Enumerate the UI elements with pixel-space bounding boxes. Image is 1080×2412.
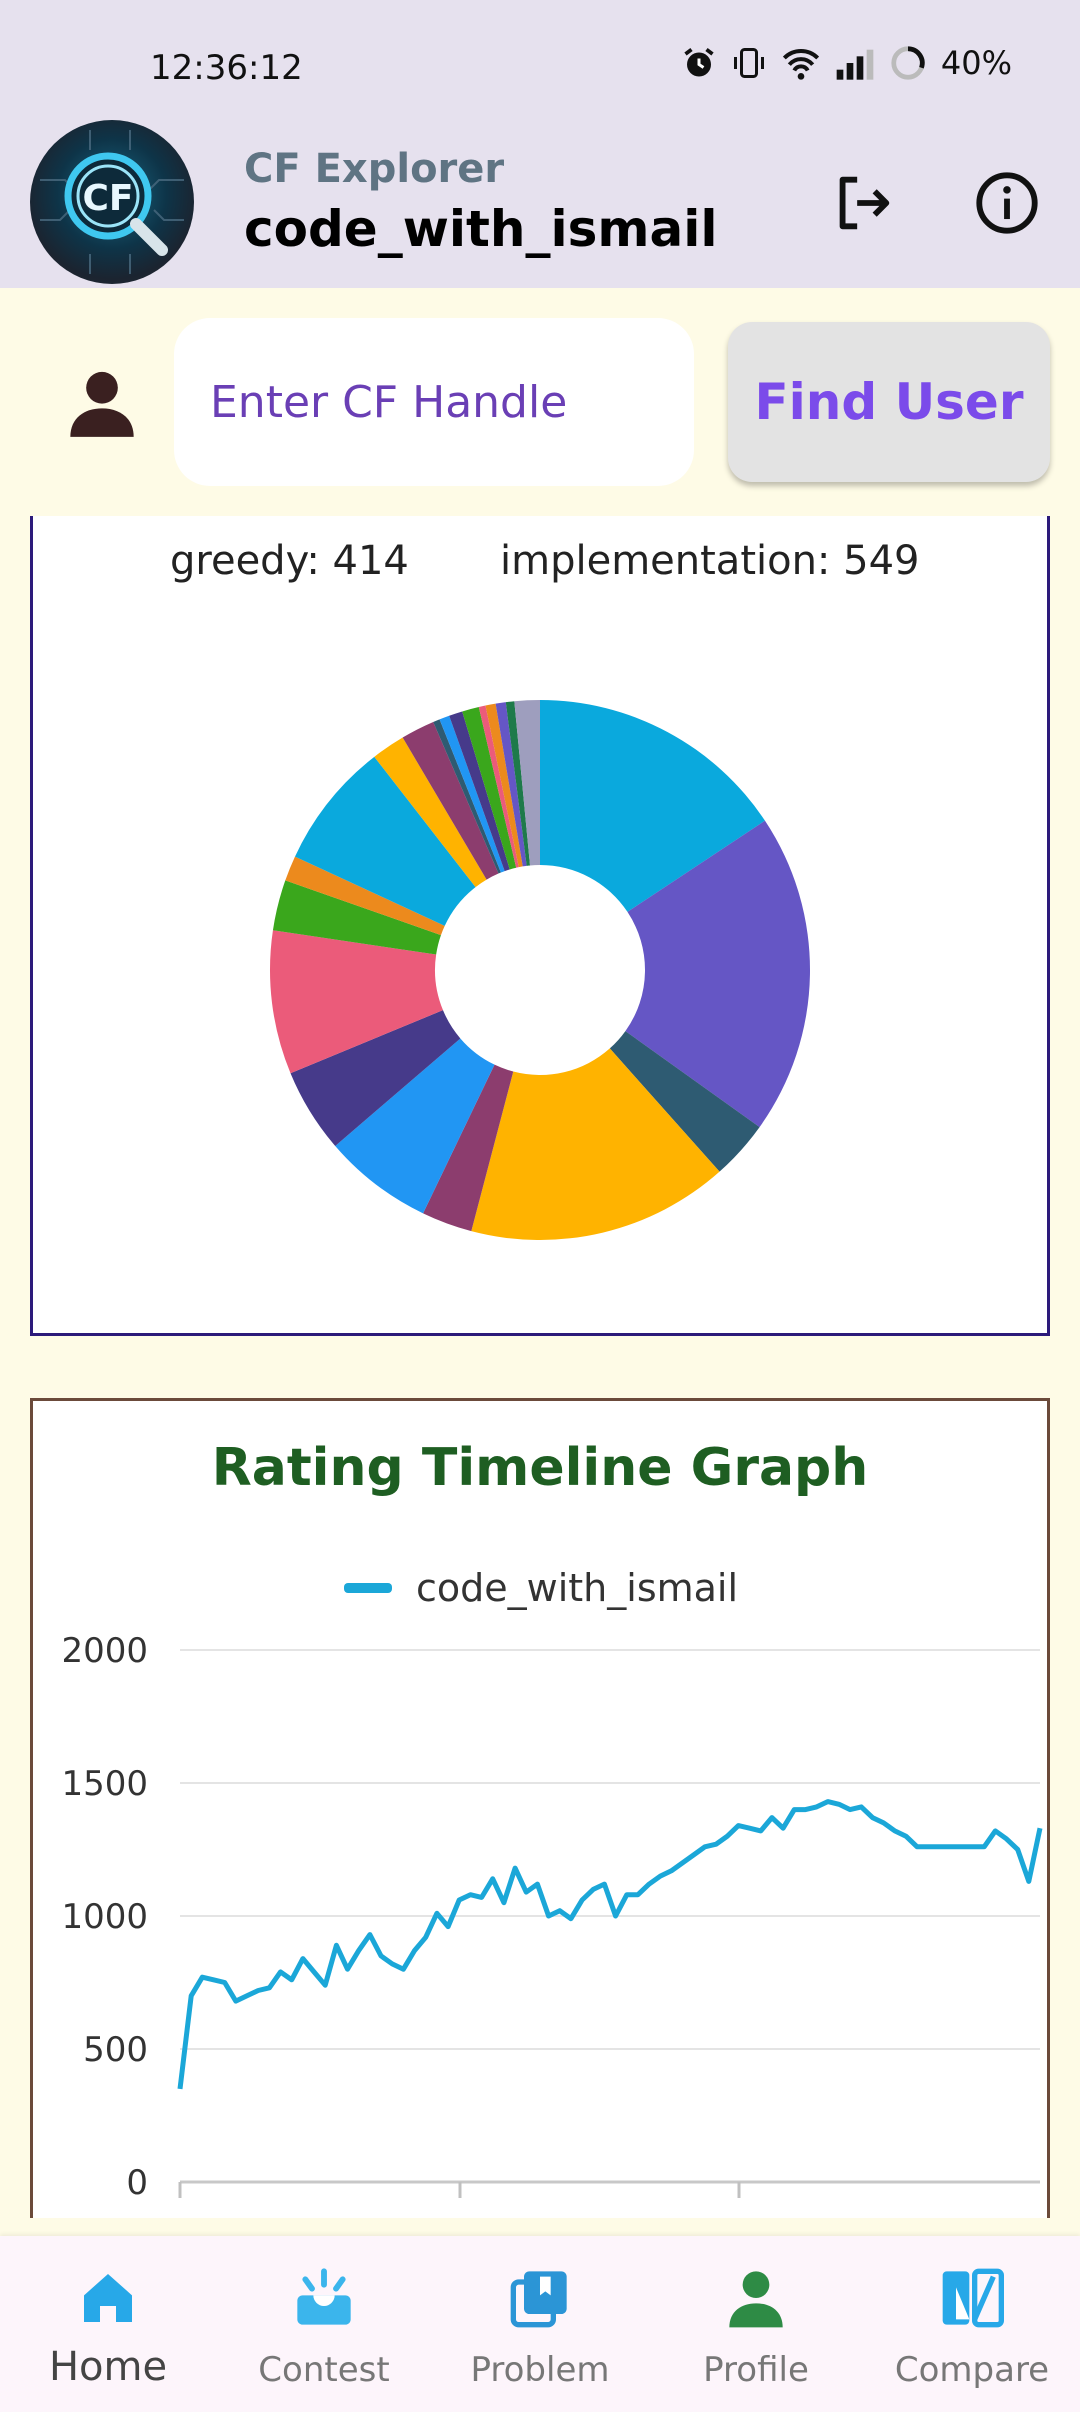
rating-timeline-card	[30, 1398, 1050, 2218]
status-bar	[0, 0, 1080, 136]
home-icon	[84, 2274, 132, 2322]
status-icons: 40%	[681, 44, 1012, 82]
alarm-icon	[684, 48, 714, 77]
pie-slice-0	[540, 700, 765, 912]
pie-slice-8	[272, 880, 441, 955]
pie-slice-12	[402, 722, 499, 880]
pie-slice-1	[625, 820, 810, 1128]
problem-icon	[510, 2271, 567, 2328]
info-button[interactable]	[972, 168, 1042, 238]
nav-compare-label: Compare	[894, 2350, 1050, 2390]
nav-profile[interactable]: Profile	[648, 2236, 864, 2412]
battery-percent: 40%	[940, 44, 1012, 82]
pie-slice-2	[609, 1031, 760, 1172]
nav-problem[interactable]: Problem	[432, 2236, 648, 2412]
info-icon	[976, 172, 1038, 234]
pie-slice-15	[449, 711, 510, 872]
status-time: 12:36:12	[150, 48, 303, 88]
signal-icon	[836, 49, 874, 80]
y-tick-label: 500	[83, 2030, 148, 2070]
nav-home[interactable]: Home	[0, 2236, 216, 2412]
person-icon	[70, 371, 134, 437]
pie-slice-4	[423, 1064, 514, 1232]
logout-icon	[839, 176, 890, 230]
profile-icon	[729, 2271, 783, 2328]
pie-slice-21	[514, 700, 540, 866]
pie-slice-7	[270, 930, 443, 1074]
nav-contest-label: Contest	[258, 2350, 390, 2390]
tag-legend-implementation: implementation: 549	[500, 538, 920, 584]
logo-text: CF	[82, 178, 133, 219]
pie-slice-16	[462, 707, 517, 870]
app-logo: CF	[30, 120, 194, 284]
wifi-icon	[782, 49, 819, 80]
rating-timeline-title: Rating Timeline Graph	[211, 1438, 869, 1498]
pie-slice-20	[505, 701, 531, 866]
pie-slice-18	[485, 703, 523, 868]
nav-contest[interactable]: Contest	[216, 2236, 432, 2412]
compare-icon	[942, 2268, 1004, 2328]
y-tick-label: 2000	[61, 1631, 148, 1671]
nav-profile-label: Profile	[703, 2350, 809, 2390]
user-title: code_with_ismail	[244, 200, 718, 258]
legend-swatch	[344, 1583, 392, 1593]
rating-line-chart: 0 500 1000 1500 2000	[61, 1631, 1043, 2203]
battery-icon	[891, 46, 925, 80]
logout-button[interactable]	[828, 168, 898, 238]
y-tick-label: 0	[126, 2163, 148, 2203]
handle-input[interactable]	[174, 318, 694, 486]
vibrate-icon	[733, 48, 764, 78]
app-title: CF Explorer	[244, 146, 505, 192]
pie-slice-14	[439, 715, 505, 873]
nav-compare[interactable]: Compare	[864, 2236, 1080, 2412]
pie-slice-13	[433, 719, 501, 874]
legend-label: code_with_ismail	[416, 1566, 739, 1610]
y-tick-label: 1500	[61, 1764, 148, 1804]
pie-slice-5	[335, 1038, 495, 1214]
rating-series-line	[177, 1799, 1043, 2090]
y-tick-label: 1000	[61, 1897, 148, 1937]
tags-donut-chart	[270, 700, 810, 1240]
find-user-button[interactable]: Find User	[728, 322, 1050, 482]
pie-slice-10	[294, 756, 476, 926]
pie-slice-17	[478, 705, 519, 868]
contest-icon	[297, 2268, 351, 2325]
pie-slice-3	[471, 1048, 720, 1240]
pie-slice-9	[285, 856, 445, 936]
tag-legend-greedy: greedy: 414	[170, 538, 409, 584]
nav-home-label: Home	[48, 2344, 168, 2390]
nav-problem-label: Problem	[470, 2350, 610, 2390]
pie-slice-11	[374, 737, 487, 888]
pie-slice-6	[290, 1010, 461, 1146]
rating-legend: code_with_ismail	[344, 1566, 738, 1610]
pie-slice-19	[495, 702, 527, 867]
